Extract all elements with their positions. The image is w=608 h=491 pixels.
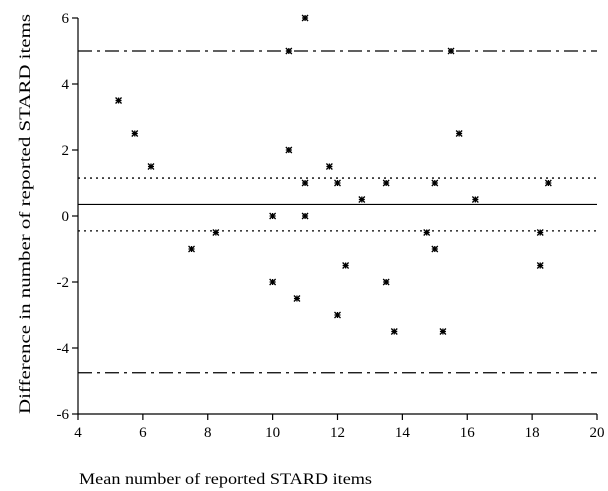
data-point — [471, 196, 479, 203]
axes — [77, 18, 597, 415]
data-point — [358, 196, 366, 203]
x-axis-title: Mean number of reported STARD items — [79, 471, 372, 488]
x-tick-label: 20 — [590, 425, 605, 441]
y-tick-label: -2 — [57, 275, 70, 291]
x-tick-label: 18 — [525, 425, 540, 441]
data-point — [334, 311, 341, 319]
data-point — [447, 47, 455, 55]
y-tick-label: 4 — [62, 77, 70, 93]
data-point — [390, 328, 398, 335]
data-point — [301, 179, 309, 187]
data-point — [455, 130, 463, 137]
data-point — [431, 245, 439, 253]
data-point — [212, 229, 220, 236]
x-tick-label: 16 — [460, 425, 476, 441]
data-point — [301, 212, 309, 220]
data-point — [285, 146, 293, 154]
x-tick-label: 14 — [395, 425, 411, 441]
x-tick-label: 10 — [265, 425, 280, 441]
data-point — [382, 278, 390, 286]
data-point — [269, 212, 277, 220]
data-point — [536, 262, 544, 269]
data-point — [382, 179, 390, 187]
data-point — [325, 163, 333, 170]
data-point — [131, 130, 139, 137]
data-point — [342, 262, 350, 269]
x-tick-label: 4 — [74, 425, 82, 441]
data-point — [431, 179, 439, 187]
y-tick-label: 6 — [62, 11, 70, 27]
reference-lines — [78, 50, 597, 374]
y-ticks: -6 -4 -2 0 2 4 6 — [57, 11, 78, 423]
data-point — [423, 229, 431, 236]
data-point — [334, 179, 341, 187]
data-point — [115, 97, 123, 104]
data-point — [188, 245, 195, 253]
y-tick-label: 2 — [62, 143, 70, 159]
x-tick-label: 6 — [139, 425, 147, 441]
data-point — [301, 14, 309, 22]
data-point — [269, 278, 277, 286]
x-ticks: 4 6 8 10 12 14 16 18 20 — [74, 414, 605, 441]
data-point — [439, 328, 447, 335]
y-tick-label: -6 — [57, 407, 70, 423]
data-point — [147, 163, 155, 170]
data-point — [285, 47, 293, 55]
data-point — [544, 179, 552, 187]
y-axis-title: Difference in number of reported STARD i… — [17, 14, 34, 414]
data-point — [293, 295, 301, 302]
x-tick-label: 8 — [204, 425, 212, 441]
y-tick-label: -4 — [57, 341, 70, 357]
y-tick-label: 0 — [62, 209, 70, 225]
data-points — [115, 14, 552, 335]
x-tick-label: 12 — [330, 425, 345, 441]
data-point — [536, 229, 544, 236]
